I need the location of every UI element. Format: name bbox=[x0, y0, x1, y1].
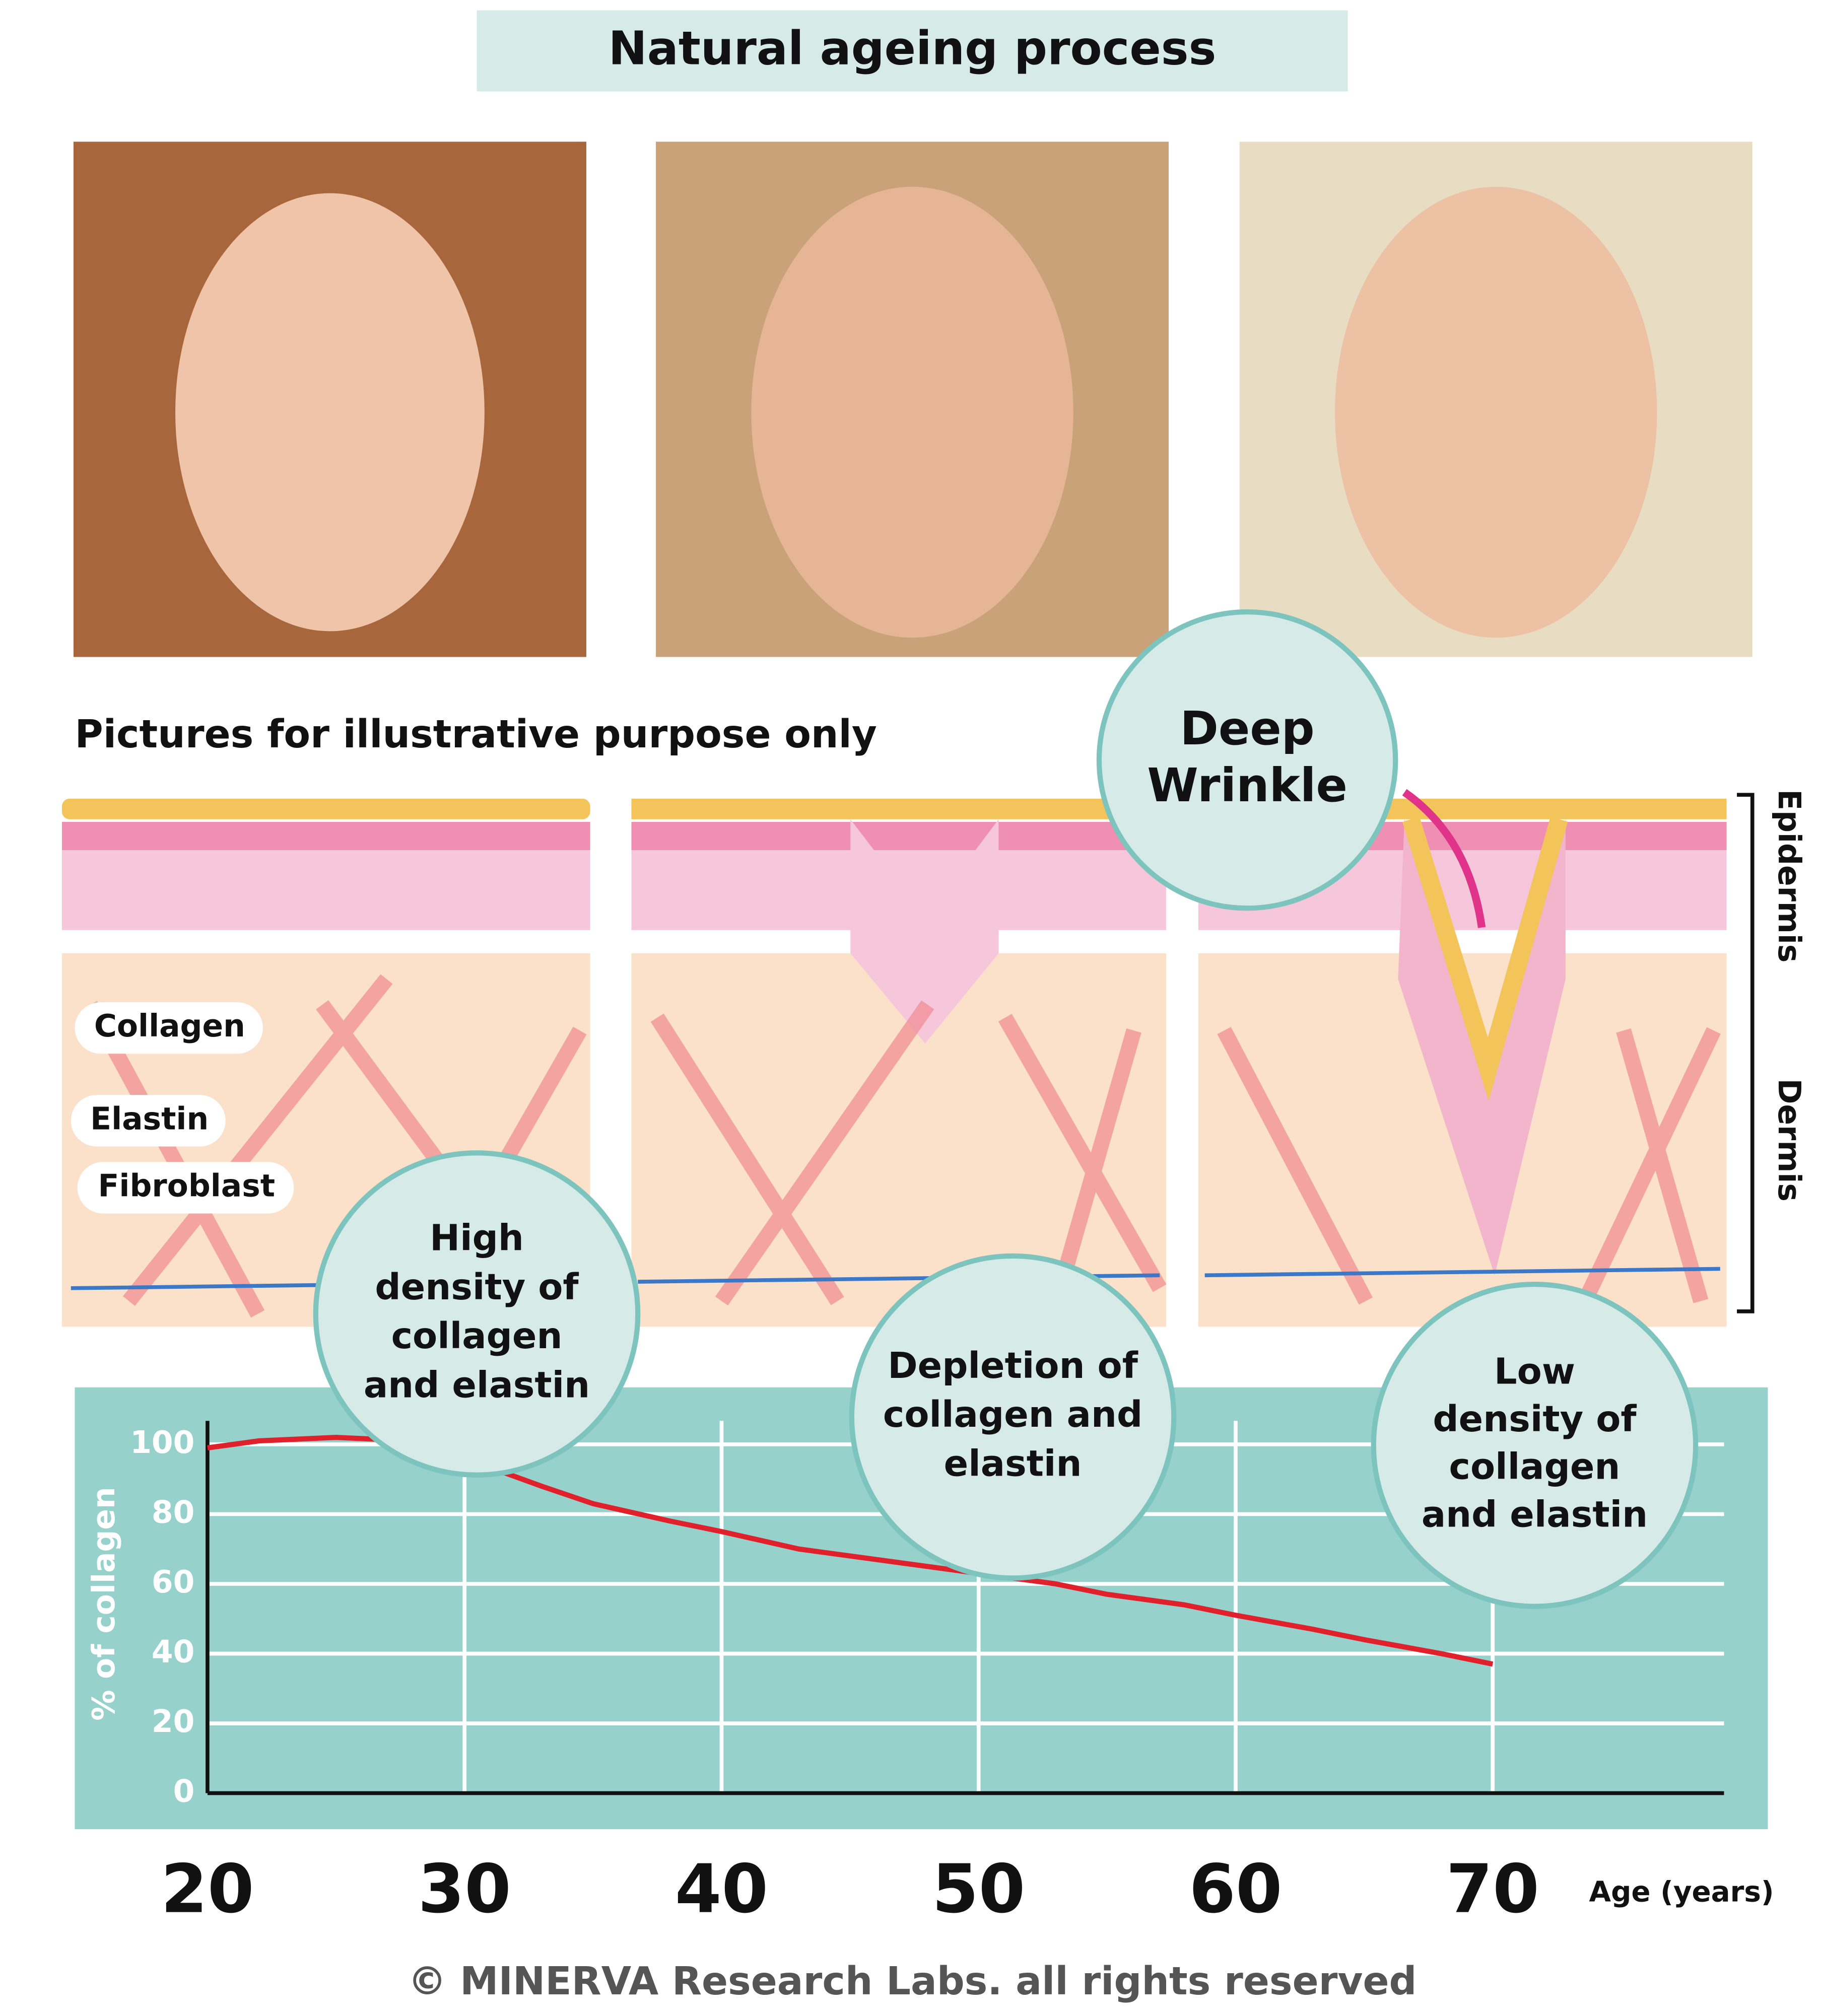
bubble-text: and elastin bbox=[364, 1364, 590, 1406]
layer-label: Dermis bbox=[1771, 1078, 1807, 1201]
y-tick-label: 40 bbox=[152, 1634, 194, 1670]
y-tick-label: 0 bbox=[173, 1774, 195, 1810]
y-tick-label: 20 bbox=[152, 1704, 194, 1740]
y-tick-label: 60 bbox=[152, 1564, 194, 1600]
bubble-text: and elastin bbox=[1422, 1493, 1648, 1535]
bubble-text: collagen bbox=[391, 1315, 563, 1357]
bubble-text: Depletion of bbox=[888, 1345, 1138, 1386]
bubble-text: Wrinkle bbox=[1147, 758, 1347, 812]
bubble-text: collagen bbox=[1449, 1446, 1621, 1488]
x-tick-label: 30 bbox=[418, 1851, 511, 1928]
title: Natural ageing process bbox=[609, 22, 1217, 76]
x-tick-label: 20 bbox=[161, 1851, 254, 1928]
y-tick-label: 100 bbox=[130, 1425, 194, 1461]
copyright: © MINERVA Research Labs. all rights rese… bbox=[408, 1959, 1417, 2004]
x-tick-label: 50 bbox=[932, 1851, 1025, 1928]
bubble bbox=[313, 1150, 641, 1478]
labels bbox=[71, 1002, 294, 1214]
bubble bbox=[849, 1253, 1177, 1581]
callout-label: Collagen bbox=[94, 1008, 245, 1044]
x-tick-label: 60 bbox=[1189, 1851, 1282, 1928]
photos bbox=[73, 142, 1752, 657]
layer-label: Epidermis bbox=[1771, 789, 1807, 962]
skin-diagrams bbox=[61, 789, 1754, 1327]
bubble-text: elastin bbox=[944, 1442, 1082, 1484]
bubble-text: Low bbox=[1494, 1350, 1575, 1392]
y-axis-label: % of collagen bbox=[86, 1487, 122, 1720]
title-box bbox=[477, 10, 1348, 92]
callout-label: Elastin bbox=[90, 1101, 209, 1137]
callout-label: Fibroblast bbox=[98, 1168, 276, 1204]
x-axis-label: Age (years) bbox=[1589, 1876, 1774, 1909]
bubble-text: Deep bbox=[1180, 702, 1314, 755]
x-tick-label: 70 bbox=[1446, 1851, 1539, 1928]
y-tick-label: 80 bbox=[152, 1495, 194, 1531]
bubble bbox=[1371, 1282, 1699, 1609]
bubble-text: density of bbox=[1433, 1398, 1637, 1440]
bubble bbox=[1096, 609, 1398, 911]
bubble-text: High bbox=[430, 1217, 524, 1259]
bubble-text: collagen and bbox=[883, 1394, 1142, 1435]
caption: Pictures for illustrative purpose only bbox=[75, 712, 876, 757]
bubble-text: density of bbox=[375, 1266, 579, 1308]
x-tick-label: 40 bbox=[675, 1851, 768, 1928]
